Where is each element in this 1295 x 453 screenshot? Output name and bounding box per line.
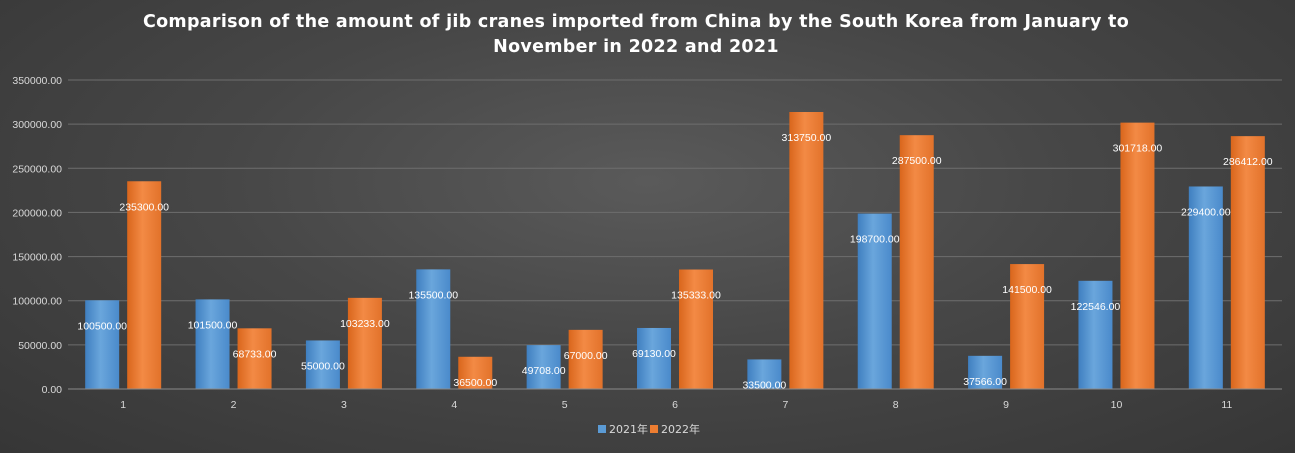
data-label: 100500.00 bbox=[77, 320, 127, 332]
data-label: 67000.00 bbox=[564, 350, 608, 362]
bar-2022 bbox=[679, 269, 713, 389]
y-tick-label: 300000.00 bbox=[12, 119, 62, 131]
data-label: 69130.00 bbox=[632, 348, 676, 360]
bar-2021 bbox=[195, 299, 230, 389]
bar-2022 bbox=[899, 135, 934, 389]
y-tick-label: 250000.00 bbox=[12, 163, 62, 175]
bar-2022 bbox=[237, 328, 272, 389]
x-tick-label: 7 bbox=[782, 399, 788, 411]
bar-2021 bbox=[305, 340, 340, 389]
chart-title-line-2: November in 2022 and 2021 bbox=[493, 37, 779, 57]
bar-2022 bbox=[789, 112, 824, 389]
x-tick-label: 5 bbox=[562, 399, 568, 411]
data-label: 68733.00 bbox=[233, 348, 277, 360]
x-tick-label: 8 bbox=[893, 399, 899, 411]
data-label: 33500.00 bbox=[742, 379, 786, 391]
data-label: 103233.00 bbox=[340, 318, 390, 330]
data-label: 101500.00 bbox=[188, 319, 238, 331]
bar-2021 bbox=[526, 345, 561, 389]
data-label: 301718.00 bbox=[1113, 143, 1163, 155]
y-tick-label: 150000.00 bbox=[12, 252, 62, 264]
legend-label: 2021年 bbox=[609, 422, 648, 436]
bar-2021 bbox=[968, 355, 1003, 389]
y-tick-label: 0.00 bbox=[42, 384, 63, 396]
x-tick-label: 11 bbox=[1221, 399, 1232, 411]
bar-2021 bbox=[85, 300, 120, 389]
legend-swatch bbox=[598, 425, 606, 433]
bar-2021 bbox=[637, 327, 671, 389]
bar-2021 bbox=[1078, 280, 1113, 389]
data-label: 37566.00 bbox=[963, 376, 1007, 388]
bar-2022 bbox=[568, 329, 603, 389]
bar-2022 bbox=[1120, 122, 1155, 390]
data-label: 141500.00 bbox=[1002, 284, 1052, 296]
x-tick-label: 1 bbox=[120, 399, 126, 411]
x-tick-label: 4 bbox=[451, 399, 457, 411]
bar-2022 bbox=[1230, 136, 1265, 389]
x-tick-label: 2 bbox=[231, 399, 237, 411]
data-label: 229400.00 bbox=[1181, 206, 1231, 218]
y-tick-label: 350000.00 bbox=[12, 75, 62, 87]
y-tick-label: 200000.00 bbox=[12, 207, 62, 219]
data-label: 135333.00 bbox=[671, 290, 721, 302]
data-label: 286412.00 bbox=[1223, 156, 1273, 168]
bar-2021 bbox=[416, 269, 451, 389]
bar-2022 bbox=[1010, 264, 1045, 389]
x-tick-label: 9 bbox=[1003, 399, 1009, 411]
chart-title: Comparison of the amount of jib cranes i… bbox=[0, 10, 1272, 60]
y-tick-label: 50000.00 bbox=[18, 340, 62, 352]
data-label: 55000.00 bbox=[301, 360, 345, 372]
x-tick-label: 10 bbox=[1111, 399, 1123, 411]
y-tick-label: 100000.00 bbox=[12, 296, 62, 308]
data-label: 122546.00 bbox=[1071, 301, 1121, 313]
data-label: 235300.00 bbox=[119, 201, 169, 213]
data-label: 313750.00 bbox=[782, 132, 832, 144]
bar-2021 bbox=[857, 213, 892, 389]
legend-swatch bbox=[650, 425, 658, 433]
legend-label: 2022年 bbox=[661, 422, 700, 436]
data-label: 49708.00 bbox=[522, 365, 566, 377]
bar-2021 bbox=[1188, 186, 1223, 389]
data-label: 36500.00 bbox=[453, 377, 497, 389]
data-label: 198700.00 bbox=[850, 234, 900, 246]
bar-2022 bbox=[458, 356, 493, 389]
chart-title-line-1: Comparison of the amount of jib cranes i… bbox=[142, 12, 1130, 32]
x-tick-label: 6 bbox=[672, 399, 678, 411]
bar-2022 bbox=[347, 297, 382, 389]
x-tick-label: 3 bbox=[341, 399, 347, 411]
data-label: 135500.00 bbox=[408, 289, 458, 301]
bar-2021 bbox=[747, 359, 782, 389]
data-label: 287500.00 bbox=[892, 155, 942, 167]
bar-2022 bbox=[127, 181, 162, 389]
